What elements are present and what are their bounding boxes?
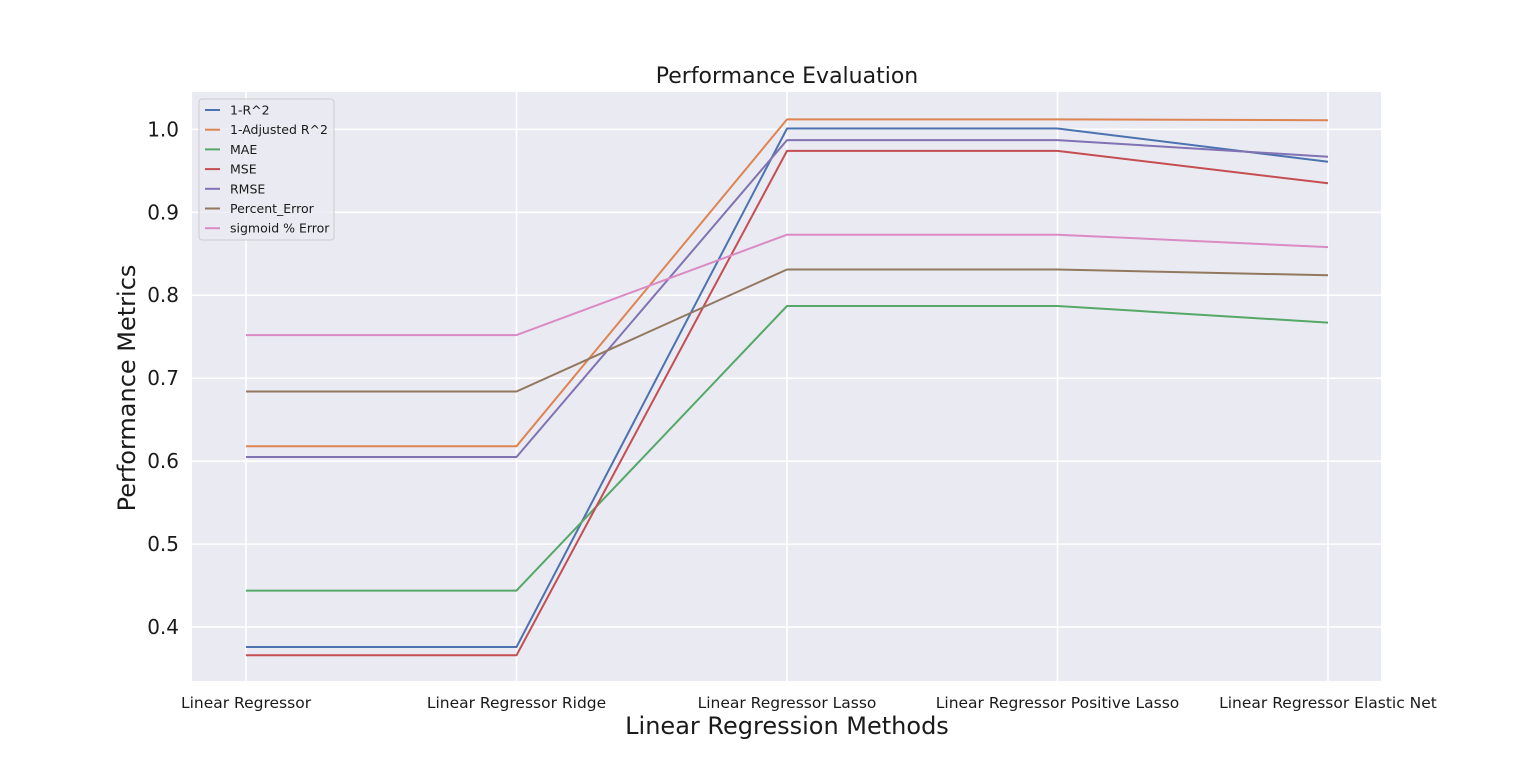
y-tick-label: 0.5 — [147, 532, 179, 556]
x-tick-label: Linear Regressor Ridge — [427, 694, 606, 712]
y-tick-label: 1.0 — [147, 117, 179, 141]
legend-entry-label: RMSE — [230, 181, 265, 196]
y-tick-label: 0.4 — [147, 615, 179, 639]
y-tick-labels: 0.4 0.5 0.6 0.7 0.8 0.9 1.0 — [147, 117, 179, 639]
series-line-2 — [246, 305, 1329, 592]
x-tick-label: Linear Regressor Positive Lasso — [936, 694, 1180, 712]
legend-box — [198, 98, 335, 241]
x-tick-label: Linear Regressor Elastic Net — [1219, 694, 1437, 712]
y-tick-label: 0.8 — [147, 283, 179, 307]
y-tick-label: 0.6 — [147, 449, 179, 473]
series-line-1 — [246, 118, 1329, 448]
series-line-4 — [246, 139, 1329, 458]
y-tick-label: 0.9 — [147, 200, 179, 224]
legend-entry-label: MAE — [230, 142, 257, 157]
y-axis-label: Performance Metrics — [113, 265, 141, 512]
x-axis-label: Linear Regression Methods — [625, 712, 949, 740]
legend: 1-R^2 1-Adjusted R^2 MAE MSE RMSE Percent_Err… — [198, 98, 335, 241]
x-tick-label: Linear Regressor Lasso — [698, 694, 877, 712]
x-tick-labels: Linear Regressor Linear Regressor Ridge Li… — [181, 694, 1437, 712]
y-tick-label: 0.7 — [147, 366, 179, 390]
legend-entry-label: sigmoid % Error — [230, 221, 330, 236]
legend-entry-label: Percent_Error — [230, 201, 315, 216]
chart-title: Performance Evaluation — [656, 64, 919, 89]
legend-entry-label: MSE — [230, 162, 257, 177]
series-line-5 — [246, 268, 1329, 393]
series-line-0 — [246, 127, 1329, 648]
legend-entry-label: 1-R^2 — [230, 103, 270, 118]
series-line-3 — [246, 149, 1329, 657]
series-line-6 — [246, 233, 1329, 337]
legend-entry-label: 1-Adjusted R^2 — [230, 122, 328, 137]
x-tick-label: Linear Regressor — [181, 694, 312, 712]
series-lines — [246, 118, 1329, 657]
